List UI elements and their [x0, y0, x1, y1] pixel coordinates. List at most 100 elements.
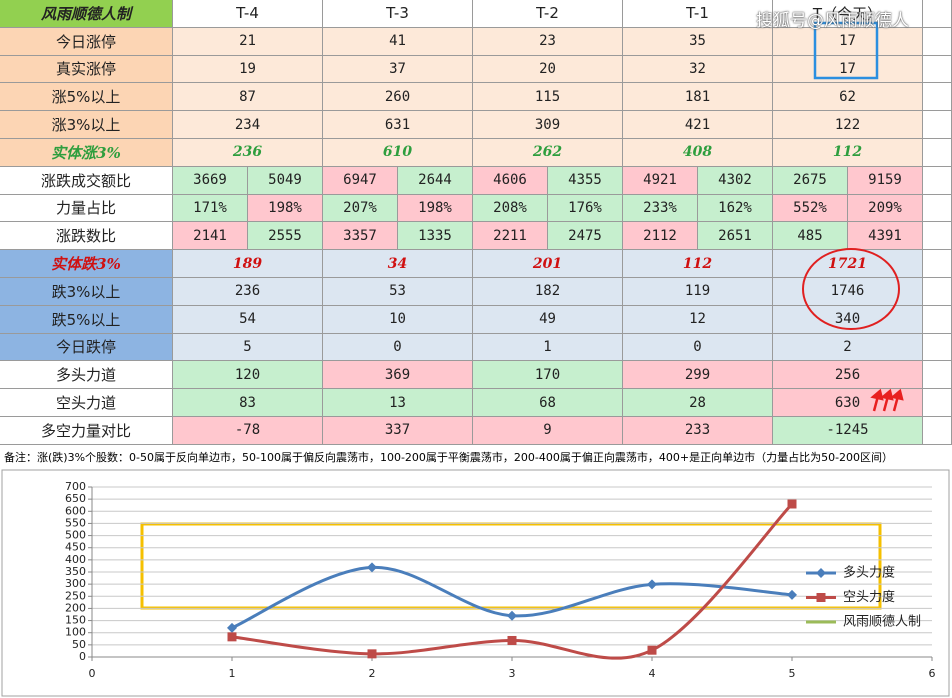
- cell: 实体跌3%: [0, 250, 173, 278]
- cell: T-2: [473, 0, 623, 28]
- y-tick-label: 600: [65, 504, 86, 517]
- cell: 2555: [248, 222, 323, 251]
- cell: 空头力道: [0, 389, 173, 417]
- arrows: [870, 388, 904, 412]
- cell: 实体涨3%: [0, 139, 173, 167]
- cell: 今日跌停: [0, 333, 173, 362]
- cell: 87: [173, 83, 323, 112]
- cell: 34: [323, 250, 473, 278]
- cell: T-4: [173, 0, 323, 28]
- y-tick-label: 0: [79, 650, 86, 663]
- cell: 9: [473, 417, 623, 445]
- cell: 5: [173, 333, 323, 362]
- cell: 233%: [623, 194, 698, 223]
- cell: 201: [473, 250, 623, 278]
- cell: 408: [623, 139, 773, 167]
- cell: 28: [623, 389, 773, 417]
- cell: 83: [173, 389, 323, 417]
- cell: 20: [473, 55, 623, 84]
- x-tick-label: 2: [369, 667, 376, 680]
- cell: 3357: [323, 222, 398, 251]
- cell: T-1: [623, 0, 773, 28]
- cell: 今日涨停: [0, 27, 173, 56]
- cell: 631: [323, 111, 473, 139]
- cell: 112: [773, 139, 923, 167]
- cell: 32: [623, 55, 773, 84]
- watermark: 搜狐号@风雨顺德人: [756, 11, 909, 31]
- cell: [923, 250, 952, 278]
- cell: 多头力道: [0, 361, 173, 390]
- cell: 23: [473, 27, 623, 56]
- cell: 54: [173, 305, 323, 334]
- cell: 233: [623, 417, 773, 445]
- legend-marker: [816, 568, 826, 578]
- marker: [647, 645, 657, 655]
- cell: 37: [323, 55, 473, 84]
- cell: 涨跌数比: [0, 222, 173, 251]
- cell: 4606: [473, 166, 548, 195]
- marker: [787, 589, 797, 600]
- cell: T-3: [323, 0, 473, 28]
- cell: 209%: [848, 194, 923, 223]
- marker: [227, 632, 237, 642]
- y-tick-label: 100: [65, 626, 86, 639]
- cell: 2211: [473, 222, 548, 251]
- cell: 13: [323, 389, 473, 417]
- cell: 12: [623, 305, 773, 334]
- legend-label: 空头力度: [843, 589, 895, 605]
- cell: 256: [773, 361, 923, 390]
- y-tick-label: 650: [65, 492, 86, 505]
- marker: [367, 649, 377, 659]
- cell: 170: [473, 361, 623, 390]
- cell: 6947: [323, 166, 398, 195]
- cell: 涨3%以上: [0, 111, 173, 139]
- cell: 299: [623, 361, 773, 390]
- y-tick-label: 450: [65, 541, 86, 554]
- cell: 234: [173, 111, 323, 139]
- y-tick-label: 50: [72, 638, 86, 651]
- cell: -1245: [773, 417, 923, 445]
- cell: 262: [473, 139, 623, 167]
- cell: 120: [173, 361, 323, 390]
- cell: [923, 27, 952, 56]
- cell: 181: [623, 83, 773, 112]
- cell: 182: [473, 278, 623, 306]
- cell: 68: [473, 389, 623, 417]
- y-tick-label: 150: [65, 614, 86, 627]
- cell: 风雨顺德人制: [0, 0, 173, 28]
- x-tick-label: 3: [509, 667, 516, 680]
- cell: 1721: [773, 250, 923, 278]
- cell: 208%: [473, 194, 548, 223]
- cell: 9159: [848, 166, 923, 195]
- x-tick-label: 6: [929, 667, 936, 680]
- annotations: [802, 21, 904, 412]
- y-tick-label: 400: [65, 553, 86, 566]
- cell: 62: [773, 83, 923, 112]
- legend-marker: [816, 593, 826, 602]
- cell: 21: [173, 27, 323, 56]
- cell: -78: [173, 417, 323, 445]
- cell: 49: [473, 305, 623, 334]
- x-tick-label: 5: [789, 667, 796, 680]
- y-tick-label: 300: [65, 577, 86, 590]
- cell: 1: [473, 333, 623, 362]
- cell: [923, 417, 952, 445]
- y-tick-label: 500: [65, 529, 86, 542]
- cell: 112: [623, 250, 773, 278]
- legend-label: 风雨顺德人制: [843, 615, 921, 630]
- cell: 610: [323, 139, 473, 167]
- marker: [647, 579, 657, 590]
- highlight-box: [813, 21, 879, 80]
- cell: 53: [323, 278, 473, 306]
- cell: 2644: [398, 166, 473, 195]
- cell: 122: [773, 111, 923, 139]
- cell: 115: [473, 83, 623, 112]
- x-tick-label: 4: [649, 667, 656, 680]
- y-tick-label: 700: [65, 480, 86, 493]
- cell: 198%: [248, 194, 323, 223]
- chart: 0501001502002503003504004505005506006507…: [1, 469, 950, 697]
- cell: 涨跌成交额比: [0, 166, 173, 195]
- y-tick-label: 250: [65, 589, 86, 602]
- cell: 2: [773, 333, 923, 362]
